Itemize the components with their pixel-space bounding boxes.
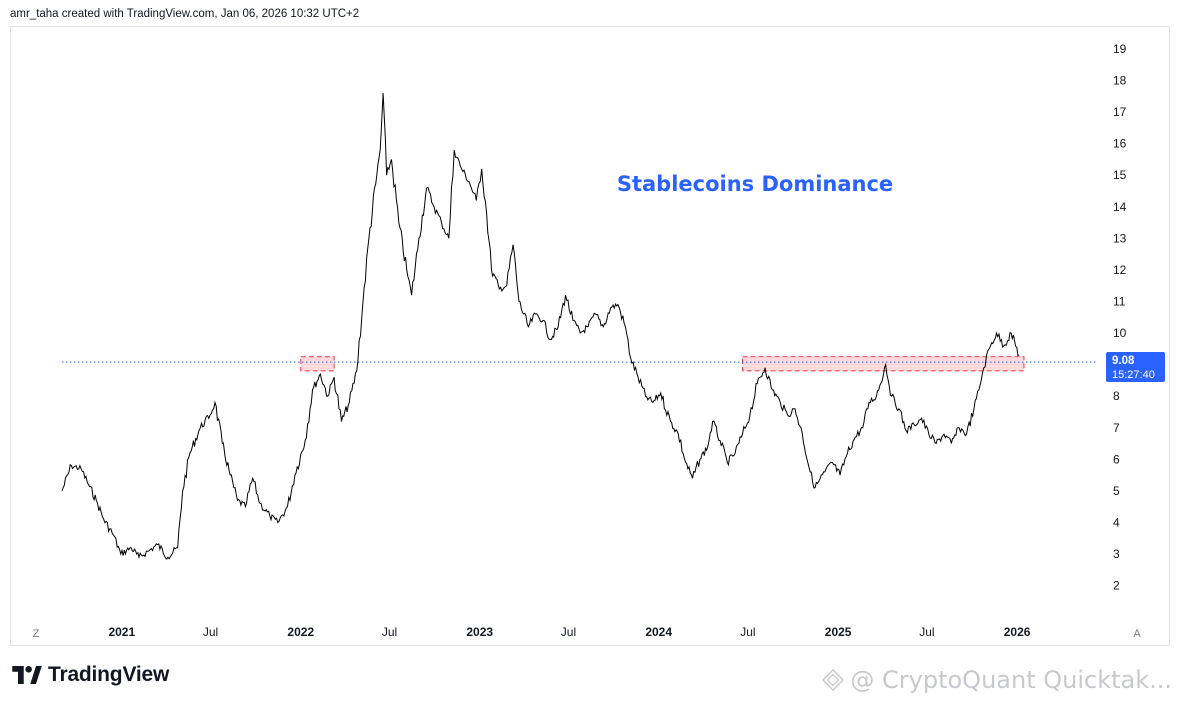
y-tick-label: 8 bbox=[1113, 389, 1120, 403]
price-tag: 9.08 15:27:40 bbox=[1106, 352, 1165, 382]
chart-title: Stablecoins Dominance bbox=[617, 172, 893, 196]
y-tick-label: 3 bbox=[1113, 547, 1120, 561]
price-tag-countdown: 15:27:40 bbox=[1112, 369, 1155, 381]
series-line bbox=[61, 93, 1020, 560]
zones-layer bbox=[300, 356, 1025, 372]
y-axis: 19 18 17 16 15 14 13 12 11 10 8 7 6 5 4 3 2 bbox=[1113, 42, 1127, 593]
x-tick-label: 2026 bbox=[1004, 625, 1031, 639]
y-tick-label: 4 bbox=[1113, 515, 1120, 529]
tradingview-logo[interactable]: TradingView bbox=[12, 663, 169, 687]
chart-frame bbox=[10, 26, 1170, 646]
y-tick-label: 16 bbox=[1113, 137, 1127, 151]
y-tick-label: 11 bbox=[1113, 294, 1126, 308]
y-tick-label: 18 bbox=[1113, 74, 1127, 88]
y-tick-label: 12 bbox=[1113, 263, 1127, 277]
price-tag-bg bbox=[1106, 352, 1165, 382]
y-tick-label: 5 bbox=[1113, 484, 1120, 498]
x-tick-label: 2021 bbox=[108, 625, 135, 639]
resistance-zone[interactable] bbox=[300, 356, 335, 372]
x-tick-label: Jul bbox=[561, 625, 576, 639]
tradingview-logo-text: TradingView bbox=[48, 663, 170, 686]
x-tick-label: 2025 bbox=[825, 625, 852, 639]
x-tick-label: Jul bbox=[382, 625, 397, 639]
y-tick-label: 13 bbox=[1113, 231, 1127, 245]
watermark: @ CryptoQuant Quicktak... bbox=[822, 666, 1172, 694]
x-tick-label: 2022 bbox=[287, 625, 314, 639]
diamond-logo-icon bbox=[822, 669, 845, 691]
tradingview-logo-icon bbox=[12, 666, 42, 684]
x-tick-label: Jul bbox=[203, 625, 218, 639]
x-tick-label: 2024 bbox=[645, 625, 672, 639]
y-tick-label: 10 bbox=[1113, 326, 1127, 340]
x-tick-label: 2023 bbox=[466, 625, 493, 639]
y-tick-label: 17 bbox=[1113, 105, 1127, 119]
resistance-zone[interactable] bbox=[742, 356, 1025, 372]
x-tick-label: Jul bbox=[919, 625, 934, 639]
y-tick-label: 19 bbox=[1113, 42, 1127, 56]
chart-credit: amr_taha created with TradingView.com, J… bbox=[10, 8, 360, 20]
x-axis: 2021 Jul 2022 Jul 2023 Jul 2024 Jul 2025 Jul 2026 bbox=[108, 625, 1030, 639]
y-tick-label: 15 bbox=[1113, 168, 1127, 182]
watermark-text: @ CryptoQuant Quicktak... bbox=[850, 666, 1172, 694]
x-tick-label: Jul bbox=[740, 625, 755, 639]
price-tag-value: 9.08 bbox=[1112, 355, 1135, 367]
timezone-z-button[interactable]: Z bbox=[33, 628, 40, 640]
y-tick-label: 2 bbox=[1113, 579, 1120, 593]
chart-canvas[interactable]: 2021 Jul 2022 Jul 2023 Jul 2024 Jul 2025 Jul 2026 … bbox=[0, 0, 1180, 660]
y-tick-label: 6 bbox=[1113, 452, 1120, 466]
y-tick-label: 7 bbox=[1113, 421, 1120, 435]
y-tick-label: 14 bbox=[1113, 200, 1127, 214]
auto-scale-a-button[interactable]: A bbox=[1133, 628, 1141, 640]
